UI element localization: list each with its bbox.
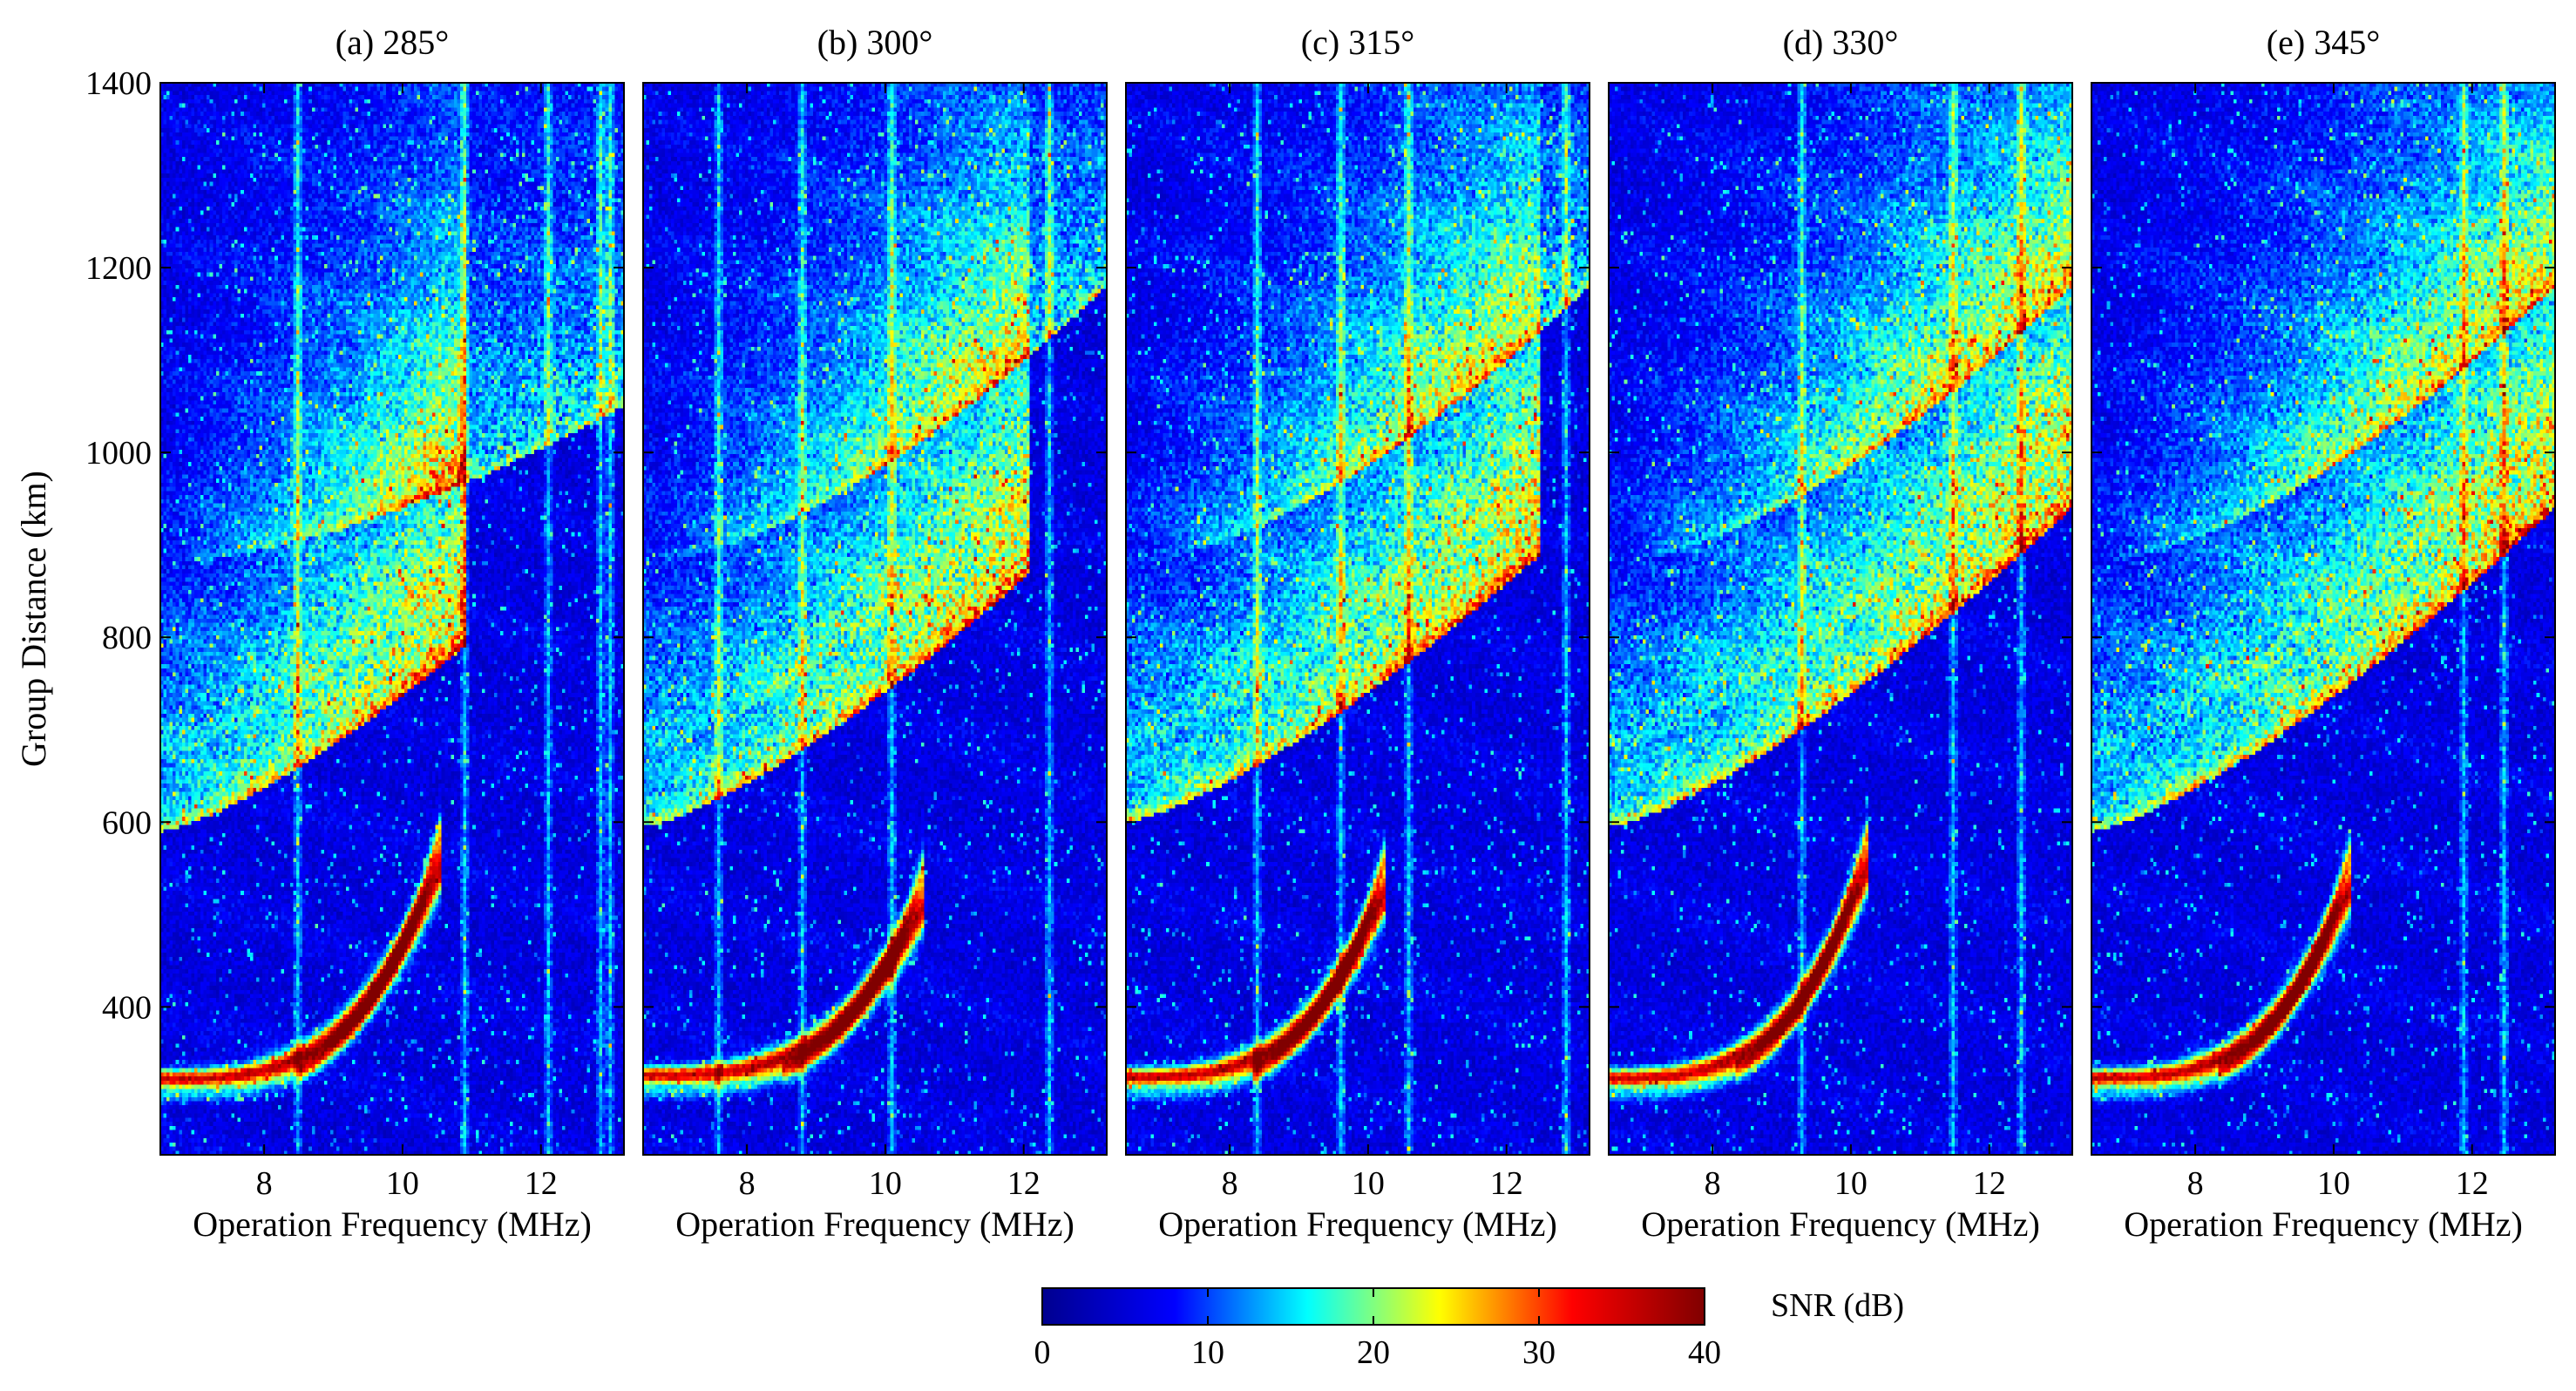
x-tick-label: 10 — [2317, 1165, 2350, 1202]
y-axis: 400 600 800 1000 1200 1400 Group Distance (km) — [14, 65, 152, 1026]
x-tick-label: 10 — [1834, 1165, 1868, 1202]
panel-title: (c) 315° — [1301, 23, 1414, 62]
panel-frame — [1125, 82, 1590, 1156]
y-tick-label: 1000 — [85, 435, 152, 472]
panel-title: (e) 345° — [2267, 23, 2380, 62]
x-tick-label: 8 — [739, 1165, 756, 1202]
y-tick-label: 800 — [102, 620, 152, 656]
x-axis-label: Operation Frequency (MHz) — [675, 1204, 1074, 1244]
y-tick-label: 1200 — [85, 250, 152, 287]
panel-frame — [642, 82, 1108, 1156]
x-tick-label: 8 — [2187, 1165, 2204, 1202]
panel-title: (d) 330° — [1783, 23, 1899, 62]
x-tick-label: 12 — [1007, 1165, 1041, 1202]
x-tick-label: 8 — [1705, 1165, 1721, 1202]
y-tick-label: 600 — [102, 804, 152, 841]
y-axis-label: Group Distance (km) — [14, 471, 53, 767]
colorbar-tick-label: 20 — [1357, 1334, 1390, 1371]
x-tick-label: 10 — [386, 1165, 419, 1202]
x-tick-label: 12 — [525, 1165, 558, 1202]
x-tick-label: 12 — [2456, 1165, 2489, 1202]
panel-title: (a) 285° — [336, 23, 449, 62]
colorbar-tick-label: 0 — [1034, 1334, 1051, 1371]
x-axis-label: Operation Frequency (MHz) — [193, 1204, 592, 1244]
heatmap-raster — [1126, 83, 1590, 1155]
colorbar-label: SNR (dB) — [1771, 1287, 1904, 1324]
x-axis-label: Operation Frequency (MHz) — [2124, 1204, 2523, 1244]
heatmap-raster — [1609, 83, 2072, 1155]
x-axis-label: Operation Frequency (MHz) — [1641, 1204, 2040, 1244]
y-tick-label: 400 — [102, 989, 152, 1026]
colorbar: 0 10 20 30 40 SNR (dB) — [1034, 1287, 1904, 1371]
x-tick-label: 10 — [869, 1165, 902, 1202]
x-tick-label: 8 — [1222, 1165, 1238, 1202]
panel-frame — [159, 82, 625, 1156]
heatmap-raster — [643, 83, 1107, 1155]
panel-title: (b) 300° — [817, 23, 933, 62]
x-axis-label: Operation Frequency (MHz) — [1158, 1204, 1557, 1244]
y-tick-label: 1400 — [85, 65, 152, 102]
panel-frame — [2091, 82, 2556, 1156]
colorbar-tick-label: 40 — [1688, 1334, 1721, 1371]
colorbar-tick-label: 30 — [1522, 1334, 1556, 1371]
heatmap-raster — [2091, 83, 2555, 1155]
x-tick-label: 12 — [1490, 1165, 1523, 1202]
x-tick-label: 12 — [1973, 1165, 2006, 1202]
heatmap-raster — [160, 83, 624, 1155]
colorbar-tick-label: 10 — [1191, 1334, 1224, 1371]
x-tick-label: 8 — [256, 1165, 273, 1202]
x-tick-label: 10 — [1352, 1165, 1385, 1202]
panel-frame — [1608, 82, 2073, 1156]
